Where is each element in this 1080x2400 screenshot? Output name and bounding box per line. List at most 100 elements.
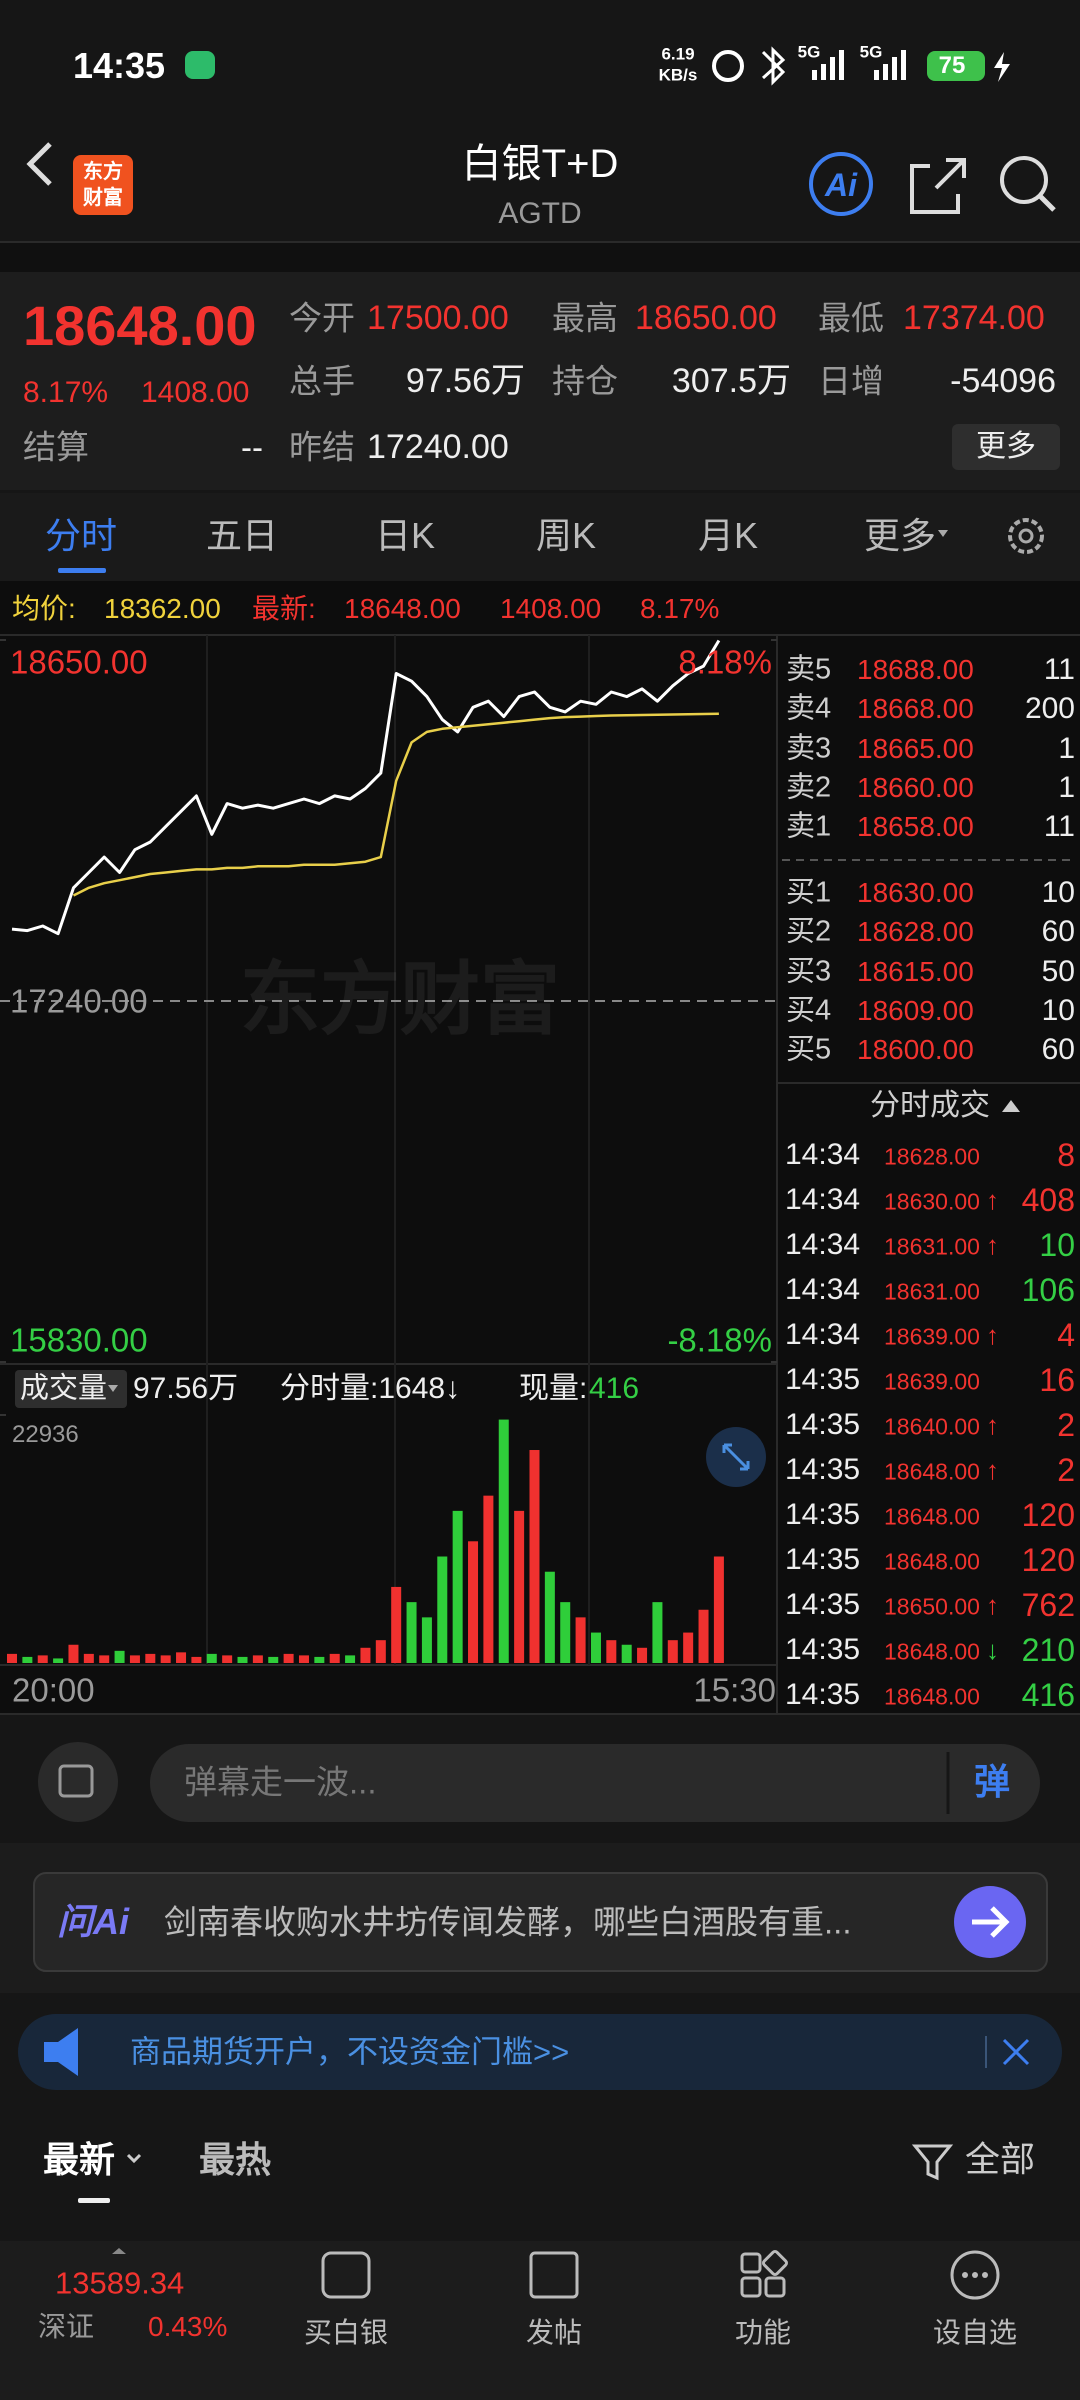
trade-time: 14:35 xyxy=(785,1363,861,1396)
volume-bar xyxy=(314,1656,325,1663)
tab[interactable]: 分时 xyxy=(44,515,118,556)
volume-bar xyxy=(698,1609,709,1663)
y-tick-label: 18650.00 xyxy=(10,643,148,681)
book-level: 买4 xyxy=(786,994,832,1027)
volume-bar xyxy=(498,1419,509,1663)
app-icon xyxy=(185,51,215,79)
danmaku-button[interactable]: 弹 xyxy=(973,1761,1011,1802)
volume-bar xyxy=(206,1653,217,1663)
volume-bar xyxy=(129,1655,140,1663)
divider xyxy=(0,242,1080,272)
change: 1408.00 xyxy=(141,376,250,409)
volume-bar xyxy=(283,1653,294,1663)
volume-selector[interactable] xyxy=(15,1370,127,1408)
ai-label[interactable]: Ai xyxy=(825,167,857,203)
price-line xyxy=(72,712,719,897)
filter-icon[interactable] xyxy=(911,2144,954,2181)
tab[interactable]: 月K xyxy=(697,515,759,556)
tab[interactable]: 五日 xyxy=(205,515,279,556)
trades-title[interactable]: 分时成交 xyxy=(870,1089,990,1122)
page-title: 白银T+D xyxy=(461,142,619,186)
ad-text[interactable]: 商品期货开户，不设资金门槛>> xyxy=(130,2034,570,2070)
ad-bar[interactable] xyxy=(18,2014,1062,2090)
trade-price: 18650.00 xyxy=(884,1593,980,1620)
feed-tab[interactable]: 最热 xyxy=(199,2139,272,2180)
volume-bar xyxy=(114,1650,125,1663)
trade-volume: 120 xyxy=(1021,1542,1075,1578)
tab[interactable]: 更多 xyxy=(863,515,937,556)
trade-volume: 2 xyxy=(1057,1452,1075,1488)
field-label: 持仓 xyxy=(552,362,618,400)
tab[interactable]: 周K xyxy=(535,515,597,556)
book-level: 卖3 xyxy=(786,732,832,765)
settings-button[interactable] xyxy=(1008,518,1044,554)
search-button[interactable] xyxy=(1000,156,1048,204)
volume-bar xyxy=(621,1644,632,1663)
charging-icon xyxy=(994,52,1010,82)
volume-bar xyxy=(575,1617,586,1663)
volume-bar xyxy=(99,1655,110,1663)
volume-bar xyxy=(713,1556,724,1663)
close-button[interactable] xyxy=(1002,2038,1030,2066)
volume-bar xyxy=(421,1617,432,1663)
battery-level: 75 xyxy=(938,52,966,79)
trade-price: 18648.00 xyxy=(884,1458,980,1485)
net-unit: KB/s xyxy=(658,65,698,85)
volume-bar xyxy=(590,1632,601,1663)
avg-price: 18362.00 xyxy=(104,593,221,624)
index-value[interactable]: 13589.34 xyxy=(55,2265,185,2301)
nav-label[interactable]: 买白银 xyxy=(303,2317,389,2348)
filter-label[interactable]: 全部 xyxy=(965,2140,1036,2180)
volume-bar xyxy=(268,1656,279,1663)
field-value: -- xyxy=(241,428,263,466)
nav-icon[interactable] xyxy=(740,2250,788,2298)
volume-selector-label[interactable]: 成交量 xyxy=(20,1372,108,1405)
comment-input[interactable] xyxy=(150,1744,1040,1822)
more-button-label[interactable]: 更多 xyxy=(976,430,1036,463)
y2-tick-label: 8.18% xyxy=(678,643,772,681)
trade-time: 14:35 xyxy=(785,1453,861,1486)
back-button[interactable] xyxy=(26,142,52,186)
ai-button[interactable] xyxy=(809,152,873,216)
more-button[interactable] xyxy=(952,424,1060,470)
trade-price: 18648.00 xyxy=(884,1503,980,1530)
trade-direction: ↑ xyxy=(986,1410,999,1440)
trade-volume: 416 xyxy=(1021,1677,1075,1713)
dropdown-arrow xyxy=(108,1385,118,1392)
clock: 14:35 xyxy=(73,45,166,86)
nav-label[interactable]: 功能 xyxy=(734,2317,792,2348)
ai-prompt[interactable]: 剑南春收购水井坊传闻发酵，哪些白酒股有重... xyxy=(164,1903,852,1941)
field-value: 307.5万 xyxy=(671,362,791,400)
nav-icon-dots xyxy=(962,2272,988,2278)
current-volume-label: 现量: xyxy=(519,1372,588,1405)
tab[interactable]: 日K xyxy=(374,515,436,556)
nav-label[interactable]: 设自选 xyxy=(932,2317,1018,2348)
megaphone-icon xyxy=(44,2028,78,2076)
book-price: 18658.00 xyxy=(857,811,974,843)
volume-bar xyxy=(298,1655,309,1663)
field-value: 17240.00 xyxy=(367,428,509,466)
field-label: 今开 xyxy=(289,299,355,337)
net-speed: 6.19 xyxy=(661,44,695,64)
comment-icon[interactable] xyxy=(38,1742,118,1822)
index-marker xyxy=(112,2248,126,2254)
nav-icon[interactable] xyxy=(950,2250,1000,2300)
logo-text: 东方 xyxy=(83,161,123,183)
ai-banner[interactable] xyxy=(33,1872,1048,1972)
feed-tab[interactable]: 最新 xyxy=(43,2139,116,2180)
comment-placeholder[interactable]: 弹幕走一波... xyxy=(184,1763,377,1801)
dropdown-arrow xyxy=(126,2153,142,2164)
minute-volume: 分时量:1648↓ xyxy=(280,1372,461,1405)
nav-label[interactable]: 发帖 xyxy=(525,2317,583,2348)
trade-volume: 762 xyxy=(1021,1587,1075,1623)
nav-icon[interactable] xyxy=(529,2251,579,2299)
share-button[interactable] xyxy=(910,158,966,214)
nav-icon[interactable] xyxy=(321,2251,371,2299)
book-price: 18660.00 xyxy=(857,771,974,803)
trade-volume: 8 xyxy=(1057,1137,1075,1173)
network-type: 5G xyxy=(797,42,821,62)
alarm-icon xyxy=(712,50,744,82)
sort-arrow xyxy=(1002,1100,1020,1112)
book-price: 18609.00 xyxy=(857,994,974,1026)
volume-bar xyxy=(83,1653,94,1663)
